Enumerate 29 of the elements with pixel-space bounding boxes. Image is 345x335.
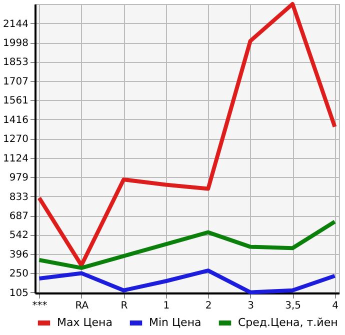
- legend-label: Сред.Цена, т.йен: [238, 316, 338, 329]
- x-tick-label: R: [120, 300, 128, 312]
- y-tick-label: 396: [9, 249, 28, 260]
- x-tick-label: 2: [205, 300, 212, 312]
- y-tick-label: 250: [9, 268, 28, 280]
- y-tick-label: 1124: [3, 153, 28, 164]
- x-tick-label: RA: [75, 300, 89, 312]
- x-tick-label: 4: [332, 300, 338, 312]
- x-tick-label: 1: [163, 300, 170, 312]
- y-tick-label: 687: [9, 211, 28, 222]
- y-tick-label: 542: [9, 230, 28, 242]
- y-tick-label: 979: [9, 172, 28, 184]
- y-tick-label: 1416: [3, 114, 28, 126]
- y-tick-label: 2144: [3, 18, 28, 30]
- line-series: [37, 220, 337, 270]
- y-tick-label: 1853: [3, 57, 28, 68]
- y-tick-label: 1707: [3, 76, 28, 88]
- y-tick-label: 1270: [3, 134, 28, 146]
- y-tick-label: 105: [9, 288, 28, 299]
- legend-label: Min Цена: [149, 316, 202, 329]
- legend-label: Max Цена: [57, 316, 112, 329]
- x-tick-label: ***: [32, 300, 48, 312]
- y-tick-label: 1998: [3, 38, 28, 50]
- y-tick-label: 1561: [3, 96, 28, 107]
- line-series: [37, 2, 337, 268]
- x-tick-label: 3,5: [285, 300, 302, 312]
- x-tick-label: 3: [248, 300, 254, 312]
- line-series: [37, 268, 337, 294]
- y-tick-label: 833: [9, 192, 28, 203]
